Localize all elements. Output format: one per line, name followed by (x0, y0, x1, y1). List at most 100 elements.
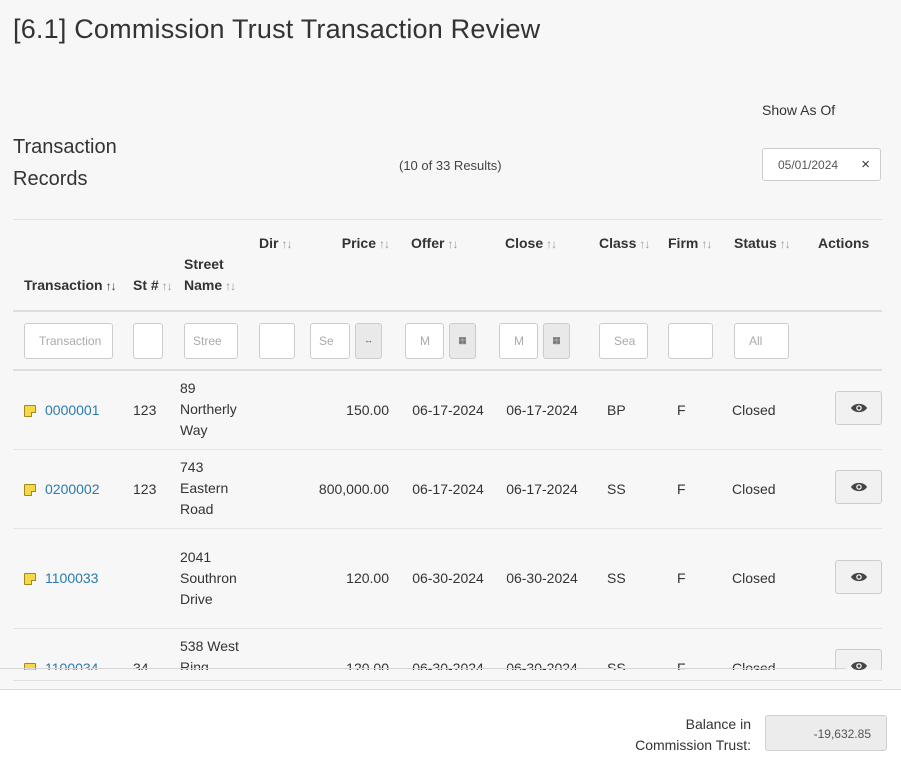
sticky-note-icon[interactable] (24, 405, 36, 418)
col-offer[interactable]: Offer ↑↓ (401, 220, 495, 312)
dir-cell (249, 449, 306, 529)
sticky-note-icon[interactable] (24, 573, 36, 586)
balance-label-line2: Commission Trust: (635, 737, 751, 753)
transaction-link[interactable]: 0000001 (45, 401, 100, 418)
sticky-note-icon[interactable] (24, 483, 36, 496)
view-button[interactable] (835, 559, 882, 594)
offer-cell: 06-17-2024 (401, 449, 495, 529)
price-cell: 800,000.00 (306, 449, 401, 529)
street-name-cell: 743 Eastern Road (174, 449, 249, 529)
sort-icon[interactable]: ↑↓ (546, 237, 557, 251)
show-as-of-date-input[interactable]: 05/01/2024 × (762, 148, 881, 181)
col-firm-label: Firm (668, 235, 699, 251)
table-row: 1100033 2041 Southron Drive 120.00 06-30… (13, 528, 882, 629)
price-cell: 120.00 (306, 628, 401, 670)
results-count: (10 of 33 Results) (399, 158, 502, 173)
col-actions: Actions (808, 220, 882, 312)
table-row: 1100034 34 538 West Ring Avenue 120.00 0… (13, 628, 882, 670)
eye-icon (851, 482, 867, 492)
sort-icon[interactable]: ↑↓ (447, 237, 458, 251)
col-transaction[interactable]: Transaction ↑↓ (13, 220, 123, 312)
col-close[interactable]: Close ↑↓ (495, 220, 589, 312)
filter-row: Transaction Stree Se ↔ M ▦ M ▦ Sea All (13, 311, 882, 371)
horizontal-scrollbar[interactable] (0, 668, 846, 669)
eye-icon (851, 661, 867, 670)
close-cell: 06-17-2024 (495, 449, 589, 529)
transaction-table-container: Transaction ↑↓ St # ↑↓ Street Name ↑↓ Dir ↑↓… (13, 219, 882, 670)
sort-icon[interactable]: ↑↓ (701, 237, 712, 251)
dir-cell (249, 528, 306, 629)
st-num-filter[interactable] (133, 322, 163, 359)
firm-cell: F (658, 449, 724, 529)
col-close-label: Close (505, 235, 544, 251)
col-price[interactable]: Price ↑↓ (306, 220, 401, 312)
clear-date-icon[interactable]: × (861, 156, 870, 173)
page-title: [6.1] Commission Trust Transaction Revie… (13, 14, 541, 44)
col-transaction-label: Transaction (24, 277, 103, 293)
offer-filter[interactable]: M (405, 322, 444, 359)
transaction-link[interactable]: 1100034 (45, 659, 99, 671)
transaction-link[interactable]: 1100033 (45, 570, 99, 586)
balance-label-line1: Balance in (685, 716, 751, 732)
calendar-icon[interactable]: ▦ (449, 322, 476, 359)
sort-icon[interactable]: ↑↓ (225, 279, 236, 293)
offer-cell: 06-30-2024 (401, 628, 495, 670)
close-cell: 06-30-2024 (495, 628, 589, 670)
section-title: Transaction Records (13, 136, 117, 190)
range-icon[interactable]: ↔ (355, 322, 382, 359)
transaction-table: Transaction ↑↓ St # ↑↓ Street Name ↑↓ Dir ↑↓… (13, 220, 882, 670)
dir-filter[interactable] (259, 322, 295, 359)
col-street-name-label: Street Name (184, 256, 224, 293)
view-button[interactable] (835, 649, 882, 670)
col-firm[interactable]: Firm ↑↓ (658, 220, 724, 312)
balance-value-field: -19,632.85 (765, 715, 887, 751)
col-price-label: Price (341, 235, 376, 251)
view-button[interactable] (835, 391, 882, 426)
firm-filter[interactable] (668, 322, 713, 359)
price-filter[interactable]: Se (310, 322, 350, 359)
sort-icon[interactable]: ↑↓ (161, 279, 173, 293)
status-cell: Closed (724, 370, 808, 450)
class-cell: SS (589, 449, 658, 529)
transaction-filter[interactable]: Transaction (24, 322, 113, 359)
col-class-label: Class (599, 235, 637, 251)
status-cell: Closed (724, 449, 808, 529)
offer-cell: 06-30-2024 (401, 528, 495, 629)
class-filter[interactable]: Sea (599, 322, 648, 359)
street-name-filter[interactable]: Stree (184, 322, 238, 359)
dir-cell (249, 370, 306, 450)
class-cell: BP (589, 370, 658, 450)
st-num-cell (123, 528, 174, 629)
status-filter[interactable]: All (734, 322, 789, 359)
price-cell: 120.00 (306, 528, 401, 629)
dir-cell (249, 628, 306, 670)
sort-icon[interactable]: ↑↓ (639, 237, 650, 251)
transaction-link[interactable]: 0200002 (45, 480, 100, 497)
col-status[interactable]: Status ↑↓ (724, 220, 808, 312)
col-dir-label: Dir (259, 235, 279, 251)
view-button[interactable] (835, 470, 882, 504)
sticky-note-icon[interactable] (24, 662, 36, 670)
table-bottom-divider (13, 680, 882, 681)
col-street-name[interactable]: Street Name ↑↓ (174, 220, 249, 312)
calendar-icon[interactable]: ▦ (543, 322, 570, 359)
street-name-cell: 538 West Ring Avenue (174, 628, 249, 670)
sort-icon[interactable]: ↑↓ (779, 237, 791, 251)
header-row: Transaction ↑↓ St # ↑↓ Street Name ↑↓ Dir ↑↓… (13, 220, 882, 312)
eye-icon (851, 404, 867, 413)
street-name-cell: 89 Northerly Way (174, 370, 249, 450)
sort-icon[interactable]: ↑↓ (379, 237, 390, 251)
sort-icon[interactable]: ↑↓ (105, 279, 117, 293)
balance-label: Balance in Commission Trust: (635, 714, 751, 756)
show-as-of-label: Show As Of (762, 102, 836, 118)
sort-icon[interactable]: ↑↓ (281, 237, 292, 251)
close-filter[interactable]: M (499, 322, 538, 359)
col-offer-label: Offer (411, 235, 445, 251)
show-as-of-date-value: 05/01/2024 (778, 158, 839, 172)
street-name-cell: 2041 Southron Drive (174, 528, 249, 629)
col-dir[interactable]: Dir ↑↓ (249, 220, 306, 312)
firm-cell: F (658, 528, 724, 629)
col-class[interactable]: Class ↑↓ (589, 220, 658, 312)
col-st-num[interactable]: St # ↑↓ (123, 220, 174, 312)
class-cell: SS (589, 528, 658, 629)
